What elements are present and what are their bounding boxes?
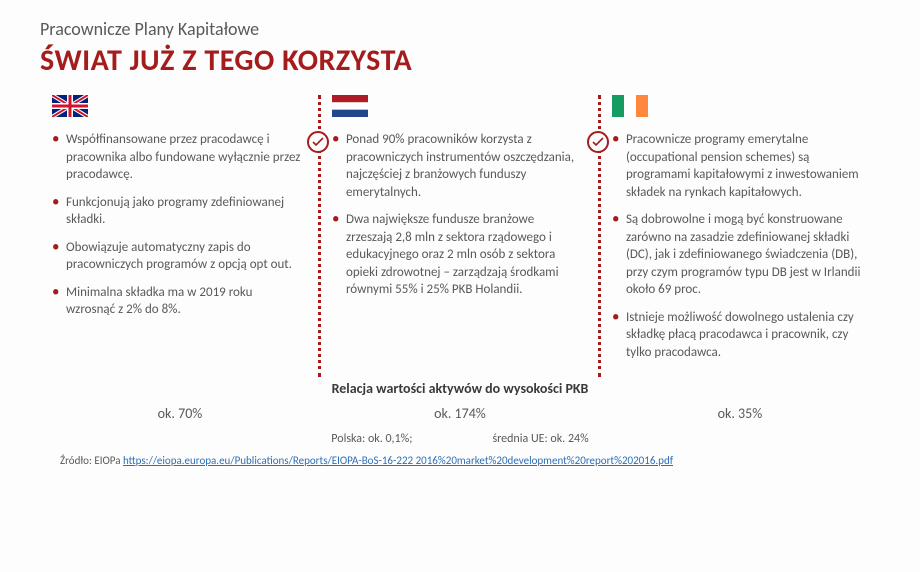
bullet-list: Ponad 90% pracowników korzysta z pracown…	[332, 131, 582, 299]
relation-title: Relacja wartości aktywów do wysokości PK…	[40, 380, 880, 397]
list-item: Są dobrowolne i mogą być konstruowane za…	[612, 211, 862, 299]
source-line: Źródło: EIOPa https://eiopa.europa.eu/Pu…	[40, 454, 880, 467]
columns-container: Współfinansowane przez pracodawcę i prac…	[40, 95, 880, 372]
list-item: Dwa największe fundusze branżowe zrzesza…	[332, 211, 582, 299]
pct-ie: ok. 35%	[600, 405, 880, 422]
source-link[interactable]: https://eiopa.europa.eu/Publications/Rep…	[123, 454, 673, 467]
column-uk: Współfinansowane przez pracodawcę i prac…	[40, 95, 320, 372]
column-ie: Pracownicze programy emerytalne (occupat…	[600, 95, 880, 372]
slide-subtitle: Pracownicze Plany Kapitałowe	[40, 18, 880, 40]
eu-avg-value: średnia UE: ok. 24%	[492, 432, 588, 446]
poland-value: Polska: ok. 0,1%;	[331, 432, 412, 446]
flag-ie-icon	[612, 95, 648, 117]
checkmark-icon	[587, 131, 609, 153]
bullet-list: Współfinansowane przez pracodawcę i prac…	[52, 131, 302, 319]
list-item: Minimalna składka ma w 2019 roku wzrosną…	[52, 284, 302, 319]
slide-title: ŚWIAT JUŻ Z TEGO KORZYSTA	[40, 42, 880, 79]
source-label: Źródło: EIOPa	[60, 454, 123, 467]
poland-eu-row: Polska: ok. 0,1%; średnia UE: ok. 24%	[40, 432, 880, 446]
list-item: Istnieje możliwość dowolnego ustalenia c…	[612, 309, 862, 362]
pct-uk: ok. 70%	[40, 405, 320, 422]
bullet-list: Pracownicze programy emerytalne (occupat…	[612, 131, 862, 362]
checkmark-icon	[307, 131, 329, 153]
column-nl: Ponad 90% pracowników korzysta z pracown…	[320, 95, 600, 372]
flag-uk-icon	[52, 95, 88, 117]
list-item: Współfinansowane przez pracodawcę i prac…	[52, 131, 302, 184]
percentage-row: ok. 70% ok. 174% ok. 35%	[40, 405, 880, 422]
list-item: Obowiązuje automatyczny zapis do pracown…	[52, 239, 302, 274]
list-item: Funkcjonują jako programy zdefiniowanej …	[52, 194, 302, 229]
flag-nl-icon	[332, 95, 368, 117]
list-item: Ponad 90% pracowników korzysta z pracown…	[332, 131, 582, 201]
list-item: Pracownicze programy emerytalne (occupat…	[612, 131, 862, 201]
bottom-section: Relacja wartości aktywów do wysokości PK…	[40, 380, 880, 467]
slide: Pracownicze Plany Kapitałowe ŚWIAT JUŻ Z…	[0, 0, 920, 572]
pct-nl: ok. 174%	[320, 405, 600, 422]
